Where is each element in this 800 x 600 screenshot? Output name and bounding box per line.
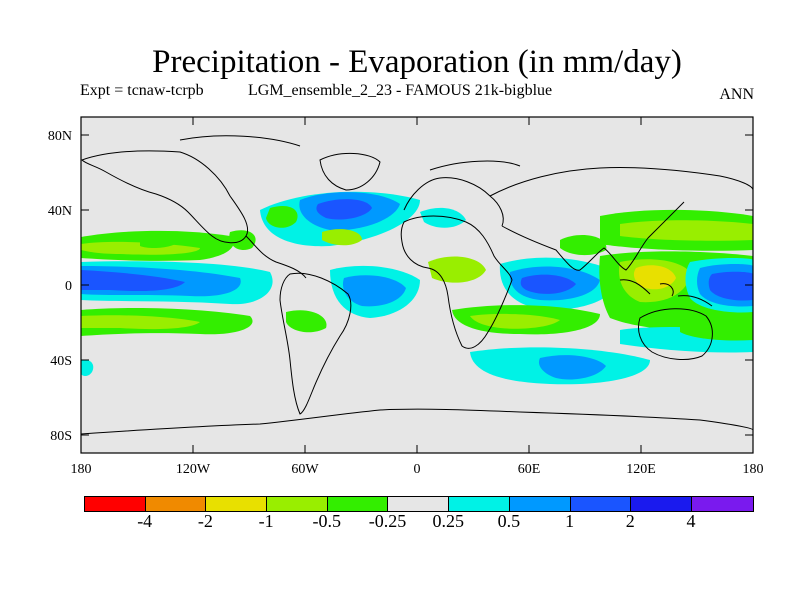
contour-region [560,235,607,256]
colorbar-label: -2 [197,511,213,531]
coastline-africa [400,215,513,349]
coastline-greenland [319,152,381,191]
colorbar-label: 2 [625,511,635,531]
latitude-labels: 80N 40N 0 40S 80S [48,129,72,444]
longitude-labels: 180 120W 60W 0 60E 120E 180 [71,462,764,477]
contour-region [708,271,753,301]
lat-label-40n: 40N [48,204,72,219]
season-label: ANN [719,86,754,103]
lat-label-80n: 80N [48,129,72,144]
lon-label-180e: 180 [743,462,764,477]
lat-label-80s: 80S [50,429,72,444]
contour-region [81,315,200,330]
lon-label-0: 0 [414,462,421,477]
coastline-europe [403,177,504,227]
colorbar-swatch [570,497,632,511]
colorbar-swatch [85,497,146,511]
contour-region [520,274,576,294]
lon-label-60e: 60E [518,462,541,477]
colorbar-swatch [388,497,450,511]
contour-region [81,270,185,292]
colorbar-swatch [267,497,328,511]
coastline-maritime [619,279,713,307]
contour-region [680,317,753,341]
colorbar-swatch [509,497,571,511]
colorbar-swatch [691,497,753,511]
colorbar-swatch [327,497,389,511]
colorbar-label: 4 [686,511,696,531]
lon-label-120e: 120E [626,462,656,477]
experiment-label: Expt = tcnaw-tcrpb [80,82,204,99]
contour-region [316,199,372,220]
lon-label-180w: 180 [71,462,92,477]
coastline-south-america [279,272,352,415]
coastline-north-america [81,150,307,279]
contour-region [266,205,298,228]
lat-label-0: 0 [65,279,72,294]
tick-marks [81,117,753,453]
contour-region [633,265,676,290]
colorbar-label: -0.5 [312,511,342,531]
contour-region [420,207,466,228]
colorbar-label: -4 [137,511,153,531]
contour-region [428,256,486,283]
lat-label-40s: 40S [50,354,72,369]
contour-region [620,220,753,241]
lon-label-60w: 60W [291,462,319,477]
coastlines [81,135,753,435]
colorbar-swatch [145,497,207,511]
contour-region [342,275,406,307]
colorbar-label: -0.25 [368,511,407,531]
contour-region [538,355,606,380]
field-layer [81,117,753,453]
colorbar-swatch [206,497,268,511]
lon-label-120w: 120W [176,462,211,477]
contour-region [286,310,327,333]
colorbar-swatch [449,497,510,511]
colorbar-label: 0.5 [497,511,521,531]
coastline-antarctica [81,408,753,435]
colorbar-label: 1 [565,511,575,531]
ensemble-label: LGM_ensemble_2_23 - FAMOUS 21k-bigblue [248,82,553,99]
colorbar [84,496,754,512]
colorbar-swatch [631,497,692,511]
coastline-arctic [179,135,521,171]
coastline-australia [638,308,713,360]
contour-region [140,234,180,248]
contour-region [81,359,94,376]
contour-region [322,229,362,246]
plot-title: Precipitation - Evaporation (in mm/day) [152,44,682,80]
colorbar-label: -1 [258,511,274,531]
colorbar-label: 0.25 [432,511,464,531]
coastline-asia [489,166,753,271]
